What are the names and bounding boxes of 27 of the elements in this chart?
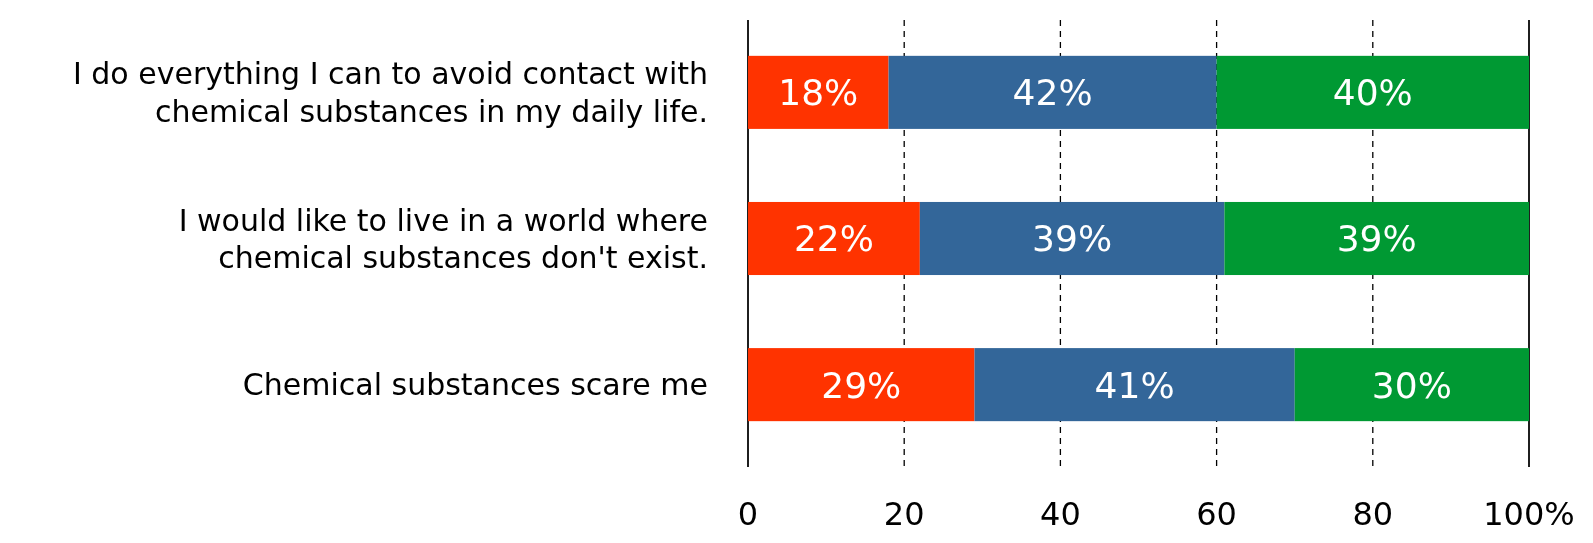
bar [748,201,920,276]
y-tick-label: Chemical substances scare me [242,367,708,403]
x-tick-label: 100% [1483,495,1575,533]
x-tick-label: 60 [1196,495,1237,533]
data-label: 18% [778,72,859,114]
bar [1294,348,1529,422]
x-tick-label: 20 [883,495,925,533]
data-label: 39% [1032,218,1113,260]
bar [748,348,975,422]
bar [748,55,889,129]
data-label: 22% [793,218,874,260]
bar [1224,201,1529,276]
bar [1216,55,1529,129]
x-tick-label: 80 [1352,495,1394,533]
bar [888,55,1217,129]
x-tick-label: 0 [737,495,759,533]
data-label: 30% [1371,364,1452,406]
y-tick-label: I would like to live in a world where chemical substances don't exist. [178,202,708,276]
data-label: 29% [821,364,902,406]
x-tick-label: 40 [1040,495,1081,533]
data-label: 39% [1336,218,1417,260]
data-label: 40% [1332,72,1413,114]
y-tick-label: I do everything I can to avoid contact with chemical substances in my daily life. [72,56,708,129]
data-label: 42% [1012,72,1093,114]
data-label: 41% [1094,364,1175,406]
bar [919,201,1225,276]
bar [974,348,1295,422]
